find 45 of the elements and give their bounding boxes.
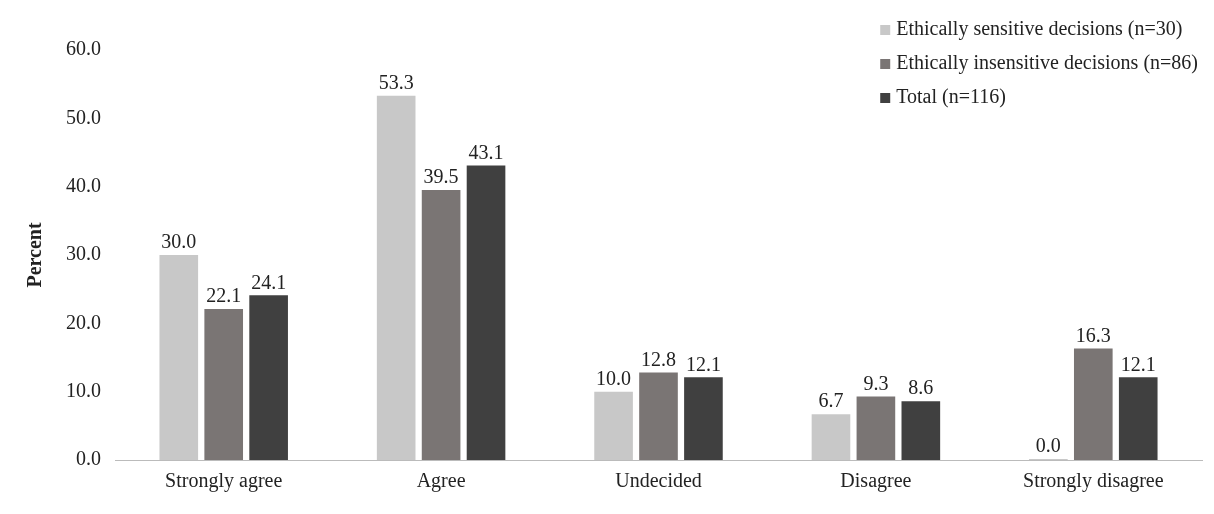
data-label: 8.6	[908, 376, 934, 399]
y-tick-label: 30.0	[66, 242, 101, 265]
bar	[249, 295, 288, 460]
data-label: 16.3	[1075, 323, 1111, 346]
y-tick-label: 0.0	[76, 447, 101, 470]
data-label: 12.1	[1120, 352, 1156, 375]
y-tick-label: 50.0	[66, 105, 101, 128]
data-label: 6.7	[818, 389, 844, 412]
x-tick-label: Disagree	[840, 469, 912, 493]
x-tick-label: Strongly disagree	[1023, 469, 1164, 493]
bar	[204, 308, 244, 460]
bar	[466, 165, 506, 460]
y-tick-label: 40.0	[66, 173, 101, 196]
bar	[811, 414, 851, 460]
bar	[376, 95, 416, 460]
data-label: 43.1	[468, 140, 504, 163]
bar	[1073, 348, 1113, 460]
data-label: 0.0	[1035, 434, 1061, 457]
data-label: 30.0	[161, 230, 197, 253]
data-label: 9.3	[863, 371, 889, 394]
bar	[856, 396, 896, 460]
y-tick-label: 10.0	[66, 378, 101, 401]
data-label: 10.0	[596, 366, 632, 389]
bar	[594, 391, 633, 460]
data-label: 12.1	[685, 352, 721, 375]
data-label: 22.1	[206, 284, 242, 307]
bar	[1118, 377, 1158, 460]
data-label: 24.1	[251, 270, 287, 293]
bar	[901, 401, 941, 460]
x-tick-label: Undecided	[615, 469, 702, 492]
data-label: 39.5	[423, 165, 459, 188]
y-tick-label: 20.0	[66, 310, 101, 333]
legend-label: Ethically insensitive decisions (n=86)	[896, 51, 1198, 75]
x-tick-label: Agree	[416, 469, 466, 493]
bar	[159, 255, 199, 460]
data-label: 12.8	[641, 347, 676, 370]
legend-label: Ethically sensitive decisions (n=30)	[896, 17, 1183, 41]
bar	[684, 377, 723, 460]
legend-label: Total (n=116)	[896, 85, 1006, 109]
y-axis-title: Percent	[23, 222, 46, 288]
bar	[639, 372, 678, 460]
y-tick-label: 60.0	[66, 37, 101, 60]
bar	[421, 190, 461, 460]
data-label: 53.3	[378, 71, 414, 94]
x-tick-label: Strongly agree	[165, 469, 283, 493]
